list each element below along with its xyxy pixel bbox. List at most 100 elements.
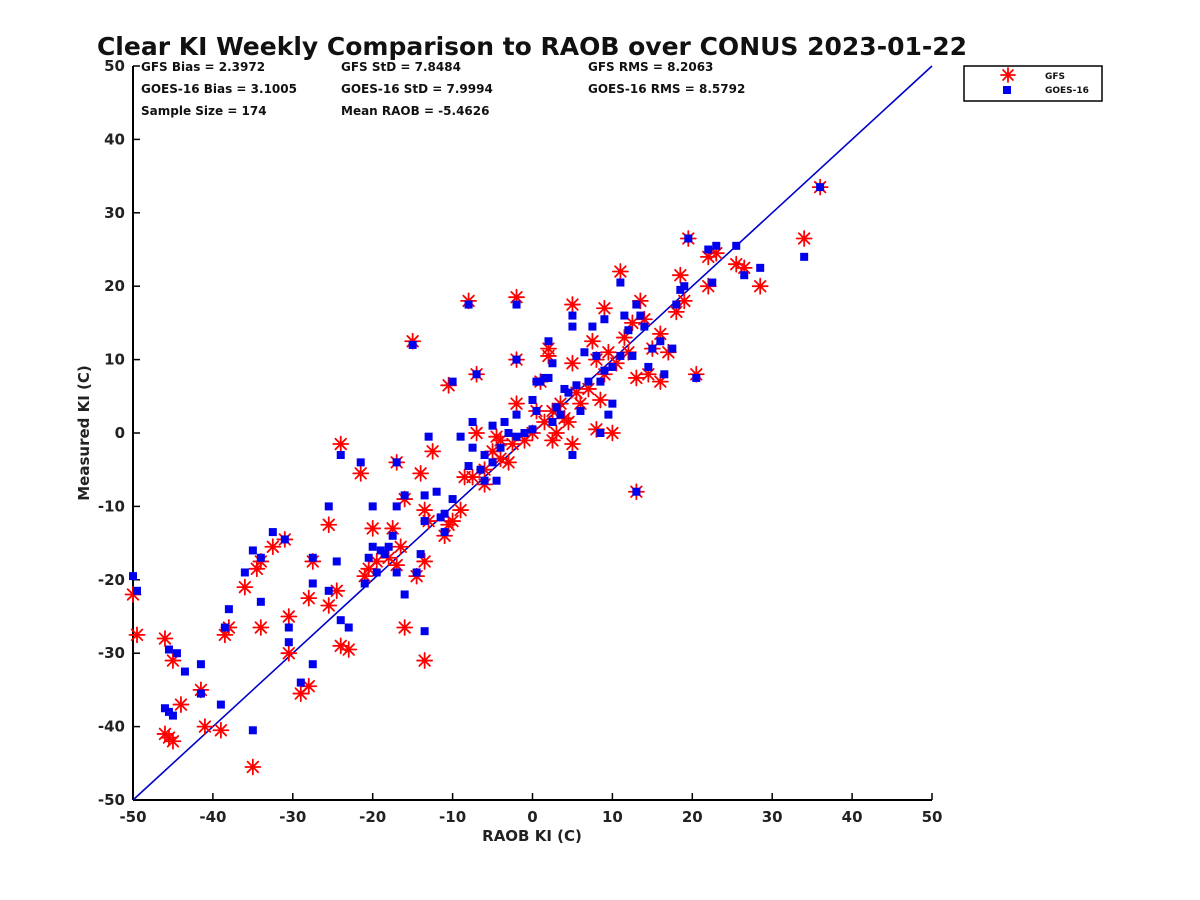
gfs-point	[751, 277, 769, 295]
gfs-point	[236, 578, 254, 596]
goes16-point	[568, 311, 577, 320]
goes16-point	[400, 491, 409, 500]
gfs-point	[596, 299, 613, 317]
goes16-point	[528, 425, 537, 434]
gfs-point	[384, 520, 402, 537]
goes16-point	[712, 241, 721, 250]
goes16-point	[512, 432, 521, 441]
goes16-point	[576, 406, 585, 415]
gfs-point	[388, 556, 406, 574]
gfs-point	[548, 424, 565, 442]
goes16-point	[512, 410, 521, 419]
goes16-point	[368, 502, 377, 511]
legend: GFS GOES-16	[963, 65, 1103, 102]
gfs-point	[627, 369, 645, 387]
gfs-point	[572, 395, 589, 413]
legend-gfs-marker	[1000, 67, 1016, 83]
gfs-point	[328, 582, 346, 600]
goes16-point	[132, 586, 141, 595]
gfs-point	[564, 435, 581, 453]
gfs-point	[392, 538, 410, 556]
goes16-point	[256, 553, 265, 562]
goes16-point	[584, 377, 593, 386]
goes16-point	[656, 337, 665, 346]
goes16-point	[216, 700, 225, 709]
goes16-point	[416, 550, 425, 559]
gfs-point	[536, 413, 553, 431]
goes16-point	[368, 542, 377, 551]
goes16-point	[308, 579, 317, 588]
stat-goes-bias: GOES-16 Bias = 3.1005	[141, 82, 297, 96]
gfs-point	[484, 442, 501, 460]
gfs-point	[368, 553, 386, 570]
gfs-point	[332, 435, 350, 453]
gfs-point	[468, 424, 485, 442]
gfs-point	[164, 652, 182, 669]
goes16-point	[480, 451, 489, 460]
y-tick-label: 40	[104, 130, 125, 148]
goes16-point	[392, 502, 401, 511]
gfs-point	[412, 464, 430, 482]
goes16-point	[364, 553, 373, 562]
gfs-point	[564, 354, 581, 372]
axis-ticks: -50 -40 -30 -20 -10 0 10 20 30 40 50 -50 -40 -30 -20 -1…	[98, 57, 943, 826]
gfs-point	[396, 619, 414, 636]
goes16-point	[596, 377, 605, 386]
legend-box	[963, 65, 1103, 102]
x-tick-label: -40	[199, 808, 226, 826]
goes16-point	[632, 300, 641, 309]
y-tick-label: -10	[98, 497, 125, 515]
stat-gfs-bias: GFS Bias = 2.3972	[141, 60, 265, 74]
goes16-point	[164, 645, 173, 654]
gfs-point	[651, 325, 669, 343]
goes16-point	[476, 465, 485, 474]
goes16-point	[324, 586, 333, 595]
stat-mean-raob: Mean RAOB = -5.4626	[341, 104, 489, 118]
goes16-point	[496, 443, 505, 452]
x-tick-label: 50	[922, 808, 943, 826]
gfs-point	[504, 435, 521, 453]
gfs-point	[416, 553, 434, 570]
goes16-point	[284, 638, 293, 647]
goes16-point	[384, 542, 393, 551]
goes16-point	[528, 395, 537, 404]
goes16-point	[356, 458, 365, 467]
legend-goes16-marker	[1003, 86, 1011, 94]
x-tick-label: 20	[682, 808, 703, 826]
gfs-point	[292, 685, 310, 702]
goes16-point	[520, 429, 529, 437]
goes16-point	[324, 502, 333, 511]
stat-gfs-std: GFS StD = 7.8484	[341, 60, 461, 74]
goes16-point	[680, 282, 689, 291]
gfs-point	[352, 464, 370, 482]
goes16-point	[648, 344, 657, 353]
goes16-point	[644, 362, 653, 371]
goes16-point	[800, 252, 809, 261]
gfs-point	[675, 292, 693, 310]
goes16-point	[408, 340, 417, 349]
gfs-point	[492, 431, 509, 449]
gfs-point	[604, 424, 621, 442]
x-tick-label: -30	[279, 808, 306, 826]
goes16-point	[308, 660, 317, 669]
gfs-point	[212, 721, 230, 739]
x-tick-label: -20	[359, 808, 386, 826]
y-tick-label: -40	[98, 718, 125, 736]
legend-gfs-asterisk	[1000, 67, 1016, 83]
chart-title: Clear KI Weekly Comparison to RAOB over …	[97, 32, 967, 61]
gfs-point	[699, 248, 717, 266]
gfs-point	[568, 384, 585, 402]
goes16-point	[468, 417, 477, 426]
goes16-point	[180, 667, 189, 676]
stat-goes-rms: GOES-16 RMS = 8.5792	[588, 82, 745, 96]
goes16-point	[448, 495, 457, 504]
gfs-point	[248, 560, 266, 578]
goes16-point	[552, 403, 561, 412]
gfs-point	[560, 413, 577, 431]
y-tick-label: 20	[104, 277, 125, 295]
gfs-point	[300, 589, 318, 607]
gfs-series	[124, 178, 829, 776]
goes16-point	[564, 388, 573, 397]
goes16-point	[756, 263, 765, 272]
goes16-point	[420, 517, 429, 526]
